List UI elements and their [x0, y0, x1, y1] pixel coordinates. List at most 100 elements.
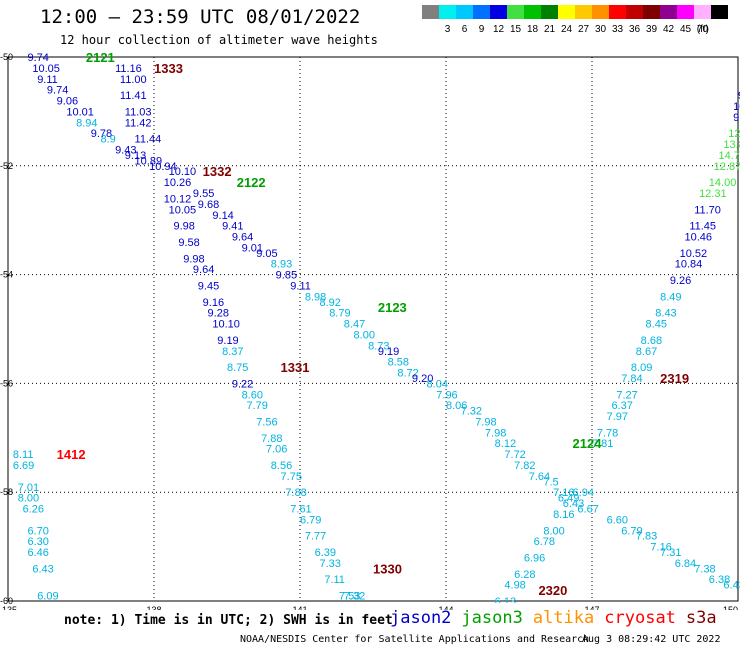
map-subtitle: 12 hour collection of altimeter wave hei…	[60, 33, 378, 47]
swh-value: 6.37	[611, 400, 632, 412]
swh-value: 10.12	[164, 193, 192, 205]
swh-value: 7.64	[529, 471, 550, 483]
swh-value: 12.87	[714, 161, 740, 173]
data-layer: 9.7410.059.119.749.0610.0111.1611.0011.4…	[13, 51, 740, 610]
track-id-label: 1331	[281, 360, 310, 375]
colorbar-swatch	[541, 5, 558, 19]
swh-value: 8.09	[631, 362, 652, 374]
map-title: 12:00 – 23:59 UTC 08/01/2022	[40, 6, 361, 28]
swh-value: 6.38	[709, 574, 730, 586]
swh-value: 6.52	[37, 601, 58, 610]
swh-value: 7.53	[339, 591, 360, 603]
swh-value: 9.13	[125, 150, 146, 162]
swh-value: 11.45	[689, 221, 716, 233]
satellite-legend: jason2 jason3 altika cryosat s3a	[390, 608, 727, 628]
swh-value: 7.88	[261, 433, 282, 445]
track-id-label: 1332	[203, 164, 232, 179]
swh-value: 11.00	[120, 74, 147, 86]
swh-value: 7.16	[650, 542, 671, 554]
track-id-label: 2122	[237, 175, 266, 190]
colorbar-tick-label: 33	[612, 24, 624, 35]
colorbar-tick-label: 39	[646, 24, 658, 35]
track-id-label: 2319	[660, 371, 689, 386]
swh-value: 8.16	[553, 509, 574, 521]
swh-value: 10.10	[212, 319, 240, 331]
swh-value: 7.38	[694, 563, 715, 575]
swh-value: 6.69	[13, 460, 34, 472]
swh-value: 9.28	[208, 308, 229, 320]
x-tick-label: 141	[292, 605, 307, 610]
colorbar-swatch	[643, 5, 660, 19]
legend-item: jason2	[390, 608, 452, 628]
swh-value: 9.01	[242, 242, 263, 254]
swh-value: 6.43	[32, 563, 53, 575]
colorbar-swatch	[507, 5, 524, 19]
colorbar-swatch	[609, 5, 626, 19]
colorbar-swatch	[575, 5, 592, 19]
swh-value: 7.5	[543, 476, 558, 488]
swh-value: 7.77	[305, 531, 326, 543]
swh-value: 6.67	[577, 504, 598, 516]
swh-value: 6.60	[607, 514, 628, 526]
swh-value: 6.84	[675, 558, 696, 570]
swh-value: 12.31	[699, 188, 727, 200]
swh-value: 6.30	[27, 536, 48, 548]
swh-value: 7.16	[553, 487, 574, 499]
swh-value: 9.64	[232, 232, 253, 244]
swh-value: 7.98	[485, 427, 506, 439]
colorbar-swatch	[490, 5, 507, 19]
colorbar-tick-label: 3	[445, 24, 451, 35]
swh-value: 8.93	[271, 259, 292, 271]
swh-value: 8.94	[76, 117, 97, 129]
legend-item: jason3	[461, 608, 523, 628]
swh-value: 8.06	[446, 400, 467, 412]
swh-value: 8.11	[13, 449, 34, 461]
swh-value: 6.79	[300, 514, 321, 526]
swh-value: 11.42	[125, 117, 152, 129]
x-tick-label: 135	[2, 605, 17, 610]
swh-value: 11.44	[135, 134, 162, 146]
colorbar-swatch	[473, 5, 490, 19]
swh-value: 6.49	[558, 493, 579, 505]
swh-value: 8.79	[329, 308, 350, 320]
credit-text: NOAA/NESDIS Center for Satellite Applica…	[240, 634, 590, 645]
wave-height-map: 135 138 141 144 147 150 -50 -52 -54 -56 -58 -60 9.74…	[0, 51, 740, 610]
swh-value: 9.85	[276, 270, 297, 282]
swh-value: 8.60	[242, 389, 263, 401]
swh-value: 8.43	[655, 308, 676, 320]
swh-value: 10.89	[135, 155, 163, 167]
swh-value: 8.37	[222, 346, 243, 358]
swh-value: 11.70	[694, 204, 721, 216]
swh-value: 6.43	[723, 580, 740, 592]
legend-item: cryosat	[604, 608, 676, 628]
swh-value: 9.8	[733, 112, 740, 124]
swh-value: 9.19	[217, 335, 238, 347]
x-tick-label: 144	[438, 605, 453, 610]
swh-value: 8.00	[543, 525, 564, 537]
swh-value: 7.06	[266, 444, 287, 456]
swh-value: 9.11	[290, 280, 311, 292]
swh-value: 8.45	[646, 319, 667, 331]
swh-value: 8.12	[495, 438, 516, 450]
swh-value: 10.26	[164, 177, 192, 189]
swh-value: 9.16	[203, 297, 224, 309]
track-id-label: 2320	[538, 583, 567, 598]
swh-value: 7.82	[514, 460, 535, 472]
footnote: note: 1) Time is in UTC; 2) SWH is in fe…	[64, 613, 393, 628]
plot-frame	[7, 56, 739, 602]
colorbar-swatch	[558, 5, 575, 19]
swh-value: 12.86	[728, 128, 740, 140]
swh-value: 7.56	[256, 416, 277, 428]
swh-value: 11.03	[125, 106, 152, 118]
swh-value: 9.06	[57, 96, 78, 108]
legend-item: altika	[532, 608, 595, 628]
swh-value: 8.58	[388, 357, 409, 369]
swh-value: 6.43	[563, 498, 584, 510]
swh-value: 7.98	[475, 416, 496, 428]
swh-value: 10.84	[675, 259, 703, 271]
swh-value: 6.13	[495, 596, 516, 608]
track-id-label: 2124	[573, 436, 603, 451]
swh-value: 7.11	[324, 574, 345, 586]
colorbar-tick-label: 9	[479, 24, 485, 35]
colorbar-tick-label: 6	[462, 24, 468, 35]
